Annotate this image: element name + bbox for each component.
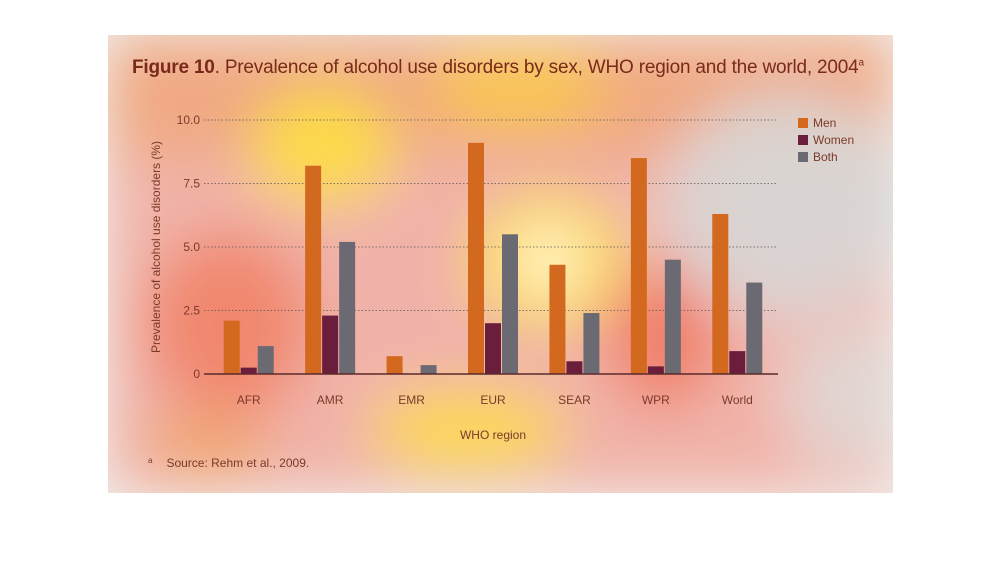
bar-women-sear — [566, 361, 583, 374]
bar-women-wpr — [647, 366, 664, 374]
bar-women-amr — [322, 315, 339, 374]
y-axis-title: Prevalence of alcohol use disorders (%) — [149, 141, 163, 353]
title-superscript: a — [858, 57, 865, 69]
x-tick-label: EUR — [480, 393, 506, 407]
legend-label-both: Both — [813, 150, 838, 164]
bar-women-eur — [485, 323, 501, 374]
legend-label-women: Women — [813, 133, 854, 147]
bar-both-sear — [583, 313, 600, 374]
bar-men-wpr — [630, 158, 647, 374]
x-tick-label: SEAR — [558, 393, 591, 407]
y-tick-label: 0 — [193, 367, 200, 381]
legend-swatch-both — [798, 152, 808, 162]
bar-men-world — [712, 213, 729, 374]
bar-men-emr — [386, 356, 403, 374]
x-tick-label: World — [722, 393, 753, 407]
footnote-mark: a — [148, 456, 153, 465]
legend-swatch-men — [798, 118, 808, 128]
footnote-text: Source: Rehm et al., 2009. — [166, 456, 310, 470]
figure-title: Figure 10. Prevalence of alcohol use dis… — [132, 57, 864, 79]
bar-both-world — [746, 282, 763, 374]
legend-label-men: Men — [813, 116, 836, 130]
bar-both-afr — [257, 346, 274, 374]
bar-men-sear — [549, 264, 566, 374]
bar-both-amr — [339, 241, 356, 374]
x-tick-label: AMR — [317, 393, 344, 407]
figure-number: Figure 10 — [132, 57, 215, 78]
bar-both-emr — [420, 365, 437, 374]
bar-chart: 0 2.5 5.0 7.5 10.0 AFR AMR EMR EUR SEAR WPR World WH… — [149, 113, 854, 442]
footnote: a Source: Rehm et al., 2009. — [148, 456, 309, 470]
title-text: . Prevalence of alcohol use disorders by… — [214, 57, 859, 78]
bar-men-afr — [223, 320, 240, 374]
bar-women-afr — [240, 367, 257, 374]
bar-women-world — [729, 351, 746, 374]
bar-both-wpr — [664, 259, 681, 374]
x-tick-label: AFR — [237, 393, 261, 407]
bar-both-eur — [502, 234, 518, 374]
y-tick-label: 10.0 — [177, 113, 201, 127]
y-tick-label: 5.0 — [183, 240, 200, 254]
x-tick-label: WPR — [642, 393, 670, 407]
bar-men-eur — [468, 142, 484, 374]
x-axis-title: WHO region — [460, 428, 526, 442]
legend-swatch-women — [798, 135, 808, 145]
figure-panel: Figure 10. Prevalence of alcohol use dis… — [108, 35, 893, 493]
bar-men-amr — [305, 165, 322, 374]
y-tick-label: 7.5 — [183, 177, 200, 191]
y-tick-label: 2.5 — [183, 304, 200, 318]
x-tick-label: EMR — [398, 393, 425, 407]
